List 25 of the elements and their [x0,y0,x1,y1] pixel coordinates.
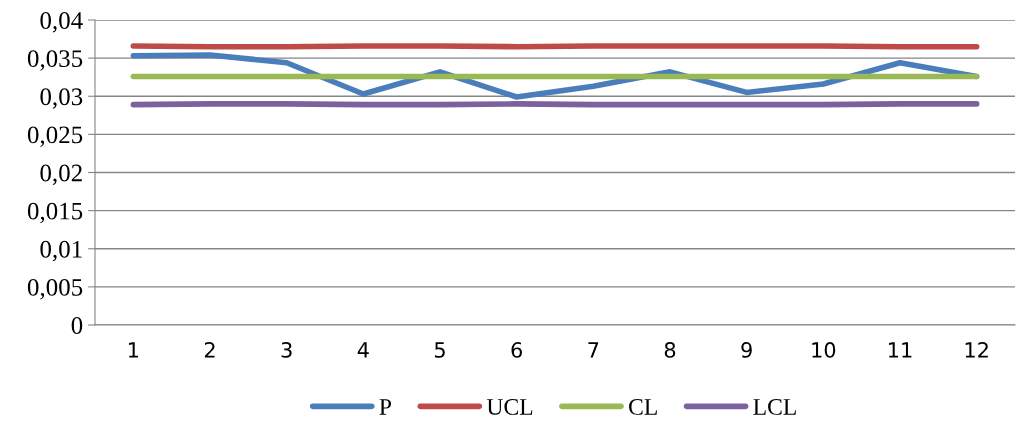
legend-label: UCL [486,398,533,415]
x-tick-label: 6 [511,342,522,358]
legend-label: CL [629,398,657,415]
x-tick-label: 11 [889,342,912,358]
x-tick-label: 5 [434,342,445,358]
legend-label: LCL [753,398,796,415]
y-tick-label: 0,005 [27,278,83,300]
y-tick-label: 0,035 [27,50,83,71]
x-tick-label: 10 [812,342,836,358]
legend-label: P [379,399,392,415]
x-tick-label: 7 [588,342,599,358]
y-tick-label: 0,02 [40,164,82,186]
y-tick-label: 0,03 [40,88,83,109]
y-tick-label: 0,01 [40,240,82,262]
y-tick-label: 0,025 [27,126,83,147]
x-tick-label: 3 [281,342,292,358]
y-tick-label: 0,015 [27,202,83,224]
y-tick-label: 0,04 [40,12,83,33]
x-tick-label: 8 [664,342,676,358]
x-tick-label: 4 [357,342,369,358]
x-tick-label: 9 [741,342,752,358]
y-tick-label: 0 [71,317,83,334]
x-tick-label: 2 [204,342,215,358]
x-tick-label: 1 [128,342,139,358]
x-tick-label: 12 [965,342,988,358]
